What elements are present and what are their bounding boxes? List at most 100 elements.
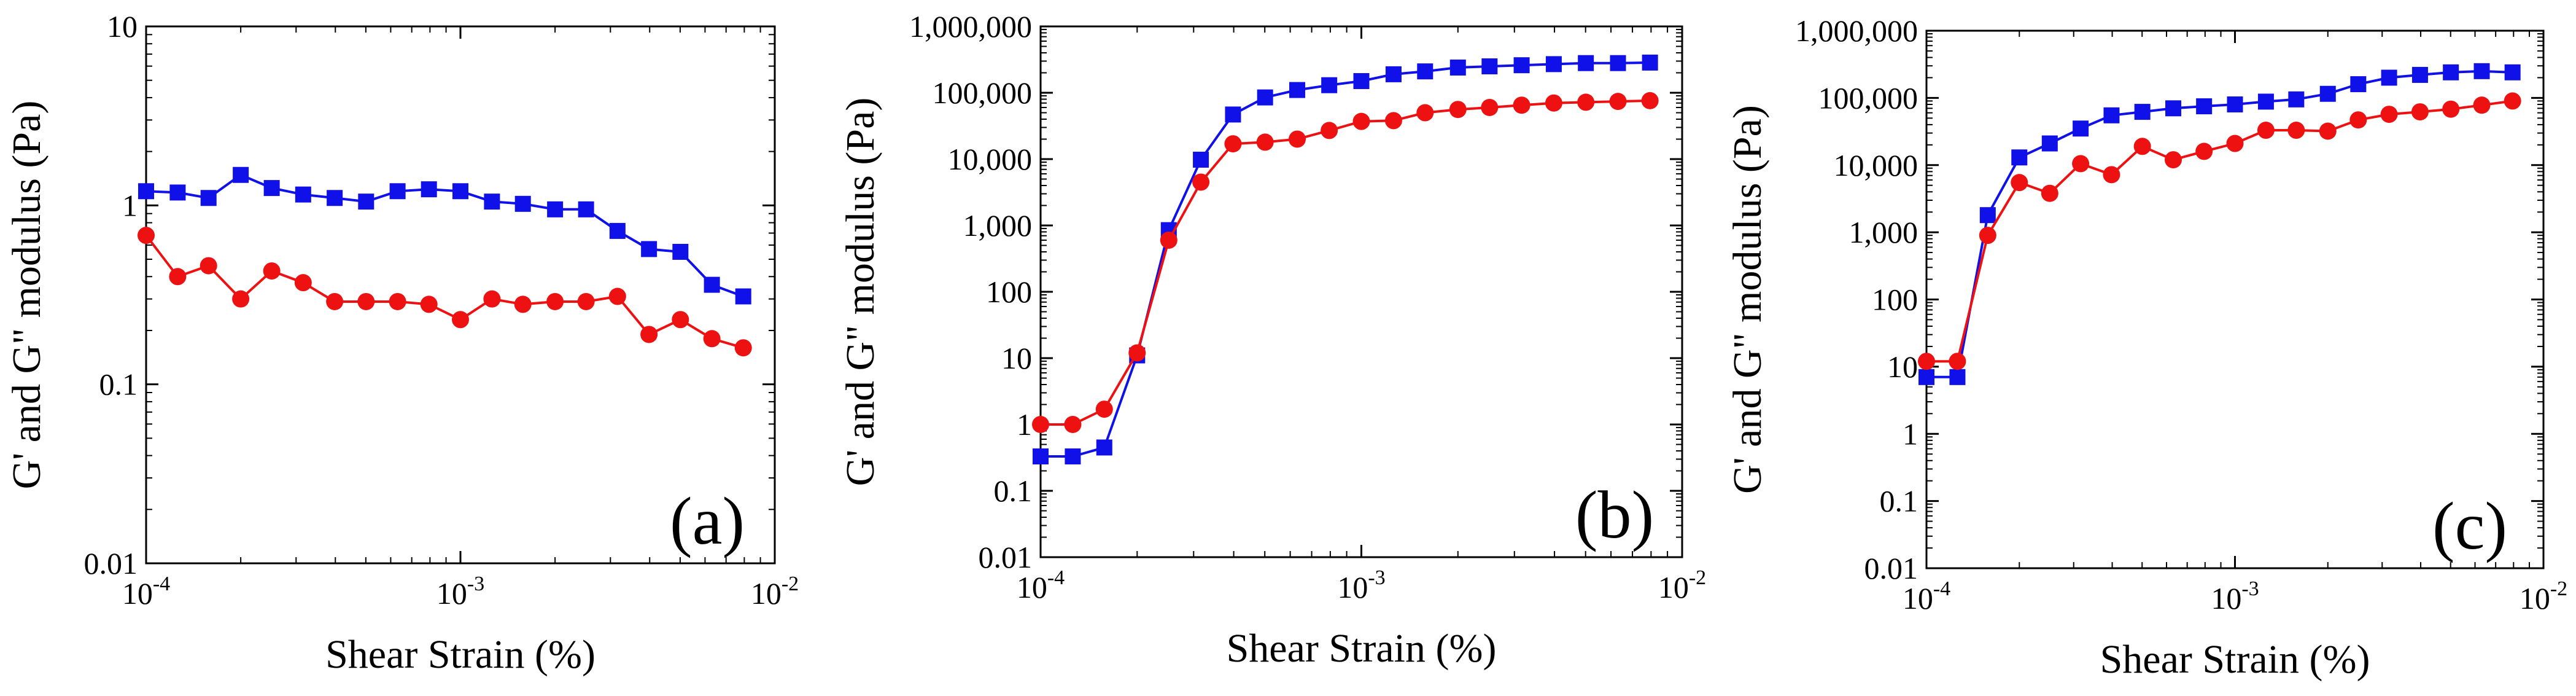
data-point-circle — [1032, 416, 1049, 433]
y-tick-label: 1 — [1017, 407, 1032, 442]
x-tick-label: 10-3 — [436, 573, 484, 611]
y-tick-label: 0.01 — [1864, 551, 1918, 585]
y-tick-label: 0.01 — [84, 546, 138, 581]
data-point-square — [1610, 55, 1626, 71]
data-point-circle — [1416, 104, 1434, 122]
data-point-circle — [1641, 92, 1659, 109]
data-point-square — [2257, 93, 2274, 110]
data-point-circle — [1545, 94, 1562, 112]
data-point-circle — [1256, 133, 1274, 151]
data-point-circle — [2103, 166, 2120, 184]
data-point-circle — [200, 257, 217, 275]
y-tick-label: 100,000 — [1818, 80, 1918, 115]
y-tick-label: 1,000 — [963, 208, 1033, 243]
x-tick-label: 10-3 — [1337, 566, 1385, 604]
data-point-square — [2504, 64, 2521, 80]
panel-label: (a) — [670, 483, 745, 558]
y-tick-label: 100 — [1872, 283, 1918, 317]
data-point-circle — [326, 292, 344, 310]
data-point-square — [2165, 100, 2182, 117]
data-point-circle — [2504, 92, 2521, 110]
data-point-circle — [2287, 122, 2305, 139]
x-tick-label: 10-2 — [2520, 577, 2567, 616]
data-point-circle — [2195, 143, 2213, 160]
data-point-circle — [2473, 96, 2491, 114]
chart-panel-0: 0.01 0.1 1 10 10-4 10-3 10-2 Shear Strain (%) G'… — [4, 9, 799, 677]
data-point-circle — [2257, 122, 2275, 139]
x-tick-label: 10-4 — [122, 573, 170, 611]
data-point-square — [2288, 91, 2305, 108]
data-point-square — [609, 222, 626, 239]
data-point-square — [1321, 77, 1338, 93]
data-point-square — [1353, 72, 1370, 89]
data-point-circle — [1481, 98, 1499, 116]
data-point-circle — [2072, 155, 2090, 173]
data-point-circle — [1224, 135, 1242, 153]
y-tick-label: 0.01 — [979, 540, 1033, 574]
data-point-circle — [169, 268, 187, 286]
data-point-square — [2473, 63, 2490, 79]
data-point-square — [2411, 66, 2428, 83]
data-point-square — [389, 183, 406, 200]
data-point-circle — [294, 274, 312, 292]
y-axis-title: G' and G" modulus (Pa) — [838, 98, 883, 487]
data-point-circle — [2349, 111, 2367, 129]
data-point-square — [1578, 55, 1594, 71]
data-point-square — [1513, 57, 1530, 74]
data-point-circle — [2411, 103, 2429, 121]
data-point-square — [2381, 69, 2397, 86]
data-point-circle — [703, 330, 721, 348]
data-point-square — [2350, 76, 2367, 93]
data-point-circle — [1128, 344, 1146, 362]
data-point-circle — [1577, 93, 1595, 111]
data-point-circle — [138, 227, 155, 244]
data-point-square — [1225, 106, 1241, 123]
data-point-square — [1545, 56, 1562, 72]
data-point-circle — [1609, 93, 1627, 111]
data-point-circle — [1064, 416, 1082, 433]
data-point-circle — [2041, 184, 2058, 202]
data-point-circle — [2133, 138, 2151, 155]
y-tick-label: 10 — [107, 9, 138, 44]
x-tick-label: 10-4 — [1903, 577, 1950, 616]
data-point-square — [641, 241, 658, 257]
data-point-square — [2073, 120, 2089, 137]
data-point-square — [1289, 82, 1306, 98]
x-axis-title: Shear Strain (%) — [2100, 637, 2370, 682]
data-point-square — [1449, 59, 1466, 76]
data-point-square — [421, 181, 437, 198]
data-point-square — [1033, 448, 1049, 465]
series-line-0 — [1041, 61, 1650, 458]
y-tick-label: 1 — [122, 188, 138, 222]
data-point-square — [704, 276, 720, 293]
chart-panel-1: 0.01 0.1 1 10 100 1,000 10,000 100,000 1,000,000… — [838, 9, 1706, 671]
y-axis-title: G' and G" modulus (Pa) — [1725, 105, 1770, 494]
y-tick-label: 0.1 — [994, 474, 1033, 508]
data-point-square — [578, 201, 594, 217]
data-point-square — [2319, 85, 2336, 102]
data-point-square — [672, 243, 689, 260]
y-tick-label: 100 — [986, 275, 1032, 309]
y-tick-label: 10 — [1001, 341, 1032, 375]
data-point-square — [327, 190, 343, 206]
panel-label: (c) — [2432, 488, 2507, 563]
data-point-circle — [672, 311, 689, 329]
chart-panel-2: 0.01 0.1 1 10 100 1,000 10,000 100,000 1,000,000… — [1725, 14, 2567, 682]
data-point-circle — [1352, 112, 1370, 130]
data-point-square — [2443, 64, 2459, 80]
data-point-square — [1481, 58, 1498, 75]
data-point-square — [295, 186, 311, 203]
data-point-square — [358, 194, 374, 210]
data-point-circle — [546, 292, 564, 310]
data-point-circle — [1949, 353, 1966, 370]
data-point-square — [263, 180, 280, 197]
data-point-circle — [389, 292, 406, 310]
y-tick-label: 1,000,000 — [909, 9, 1032, 44]
panel-label: (b) — [1575, 477, 1654, 552]
data-point-square — [2041, 135, 2058, 152]
data-point-square — [200, 190, 217, 206]
data-point-square — [2196, 98, 2213, 115]
data-point-square — [2011, 149, 2028, 166]
data-point-square — [2227, 96, 2243, 112]
